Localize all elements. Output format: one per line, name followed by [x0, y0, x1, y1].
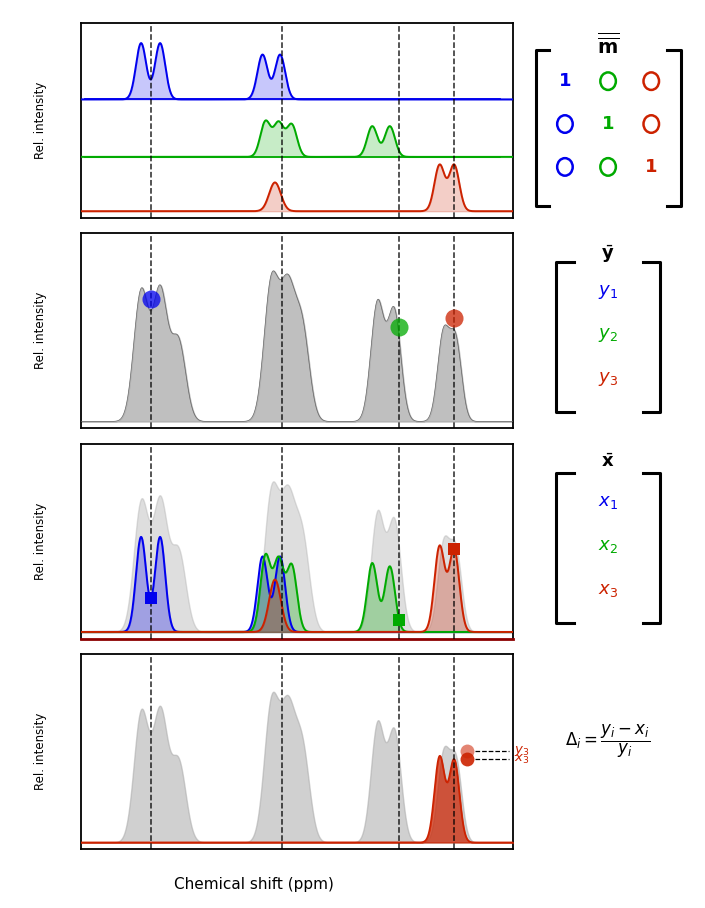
Y-axis label: Rel. intensity: Rel. intensity	[34, 291, 47, 370]
Y-axis label: Rel. intensity: Rel. intensity	[34, 502, 47, 580]
Text: $\Delta_i=\dfrac{y_i-x_i}{y_i}$: $\Delta_i=\dfrac{y_i-x_i}{y_i}$	[565, 723, 651, 760]
Text: $\mathit{x}_1$: $\mathit{x}_1$	[598, 493, 618, 511]
Text: 1: 1	[645, 158, 658, 176]
Text: $x_3$: $x_3$	[514, 753, 529, 765]
Text: $\mathit{y}_2$: $\mathit{y}_2$	[598, 327, 618, 344]
Text: Chemical shift (ppm): Chemical shift (ppm)	[174, 876, 333, 892]
Y-axis label: Rel. intensity: Rel. intensity	[34, 713, 47, 790]
Text: $\mathit{y}_3$: $\mathit{y}_3$	[598, 370, 618, 389]
Text: 1: 1	[602, 115, 614, 133]
Text: $\bar{\mathbf{x}}$: $\bar{\mathbf{x}}$	[601, 453, 615, 471]
Text: $\mathit{x}_3$: $\mathit{x}_3$	[598, 581, 618, 598]
Text: $\mathit{y}_1$: $\mathit{y}_1$	[598, 282, 618, 301]
Text: $y_3$: $y_3$	[514, 744, 529, 758]
Text: $\overline{\overline{\mathbf{m}}}$: $\overline{\overline{\mathbf{m}}}$	[597, 33, 619, 59]
Text: 1: 1	[558, 72, 571, 90]
Y-axis label: Rel. intensity: Rel. intensity	[34, 82, 47, 159]
Text: $\bar{\mathbf{y}}$: $\bar{\mathbf{y}}$	[601, 243, 615, 264]
Text: $\mathit{x}_2$: $\mathit{x}_2$	[598, 537, 618, 555]
